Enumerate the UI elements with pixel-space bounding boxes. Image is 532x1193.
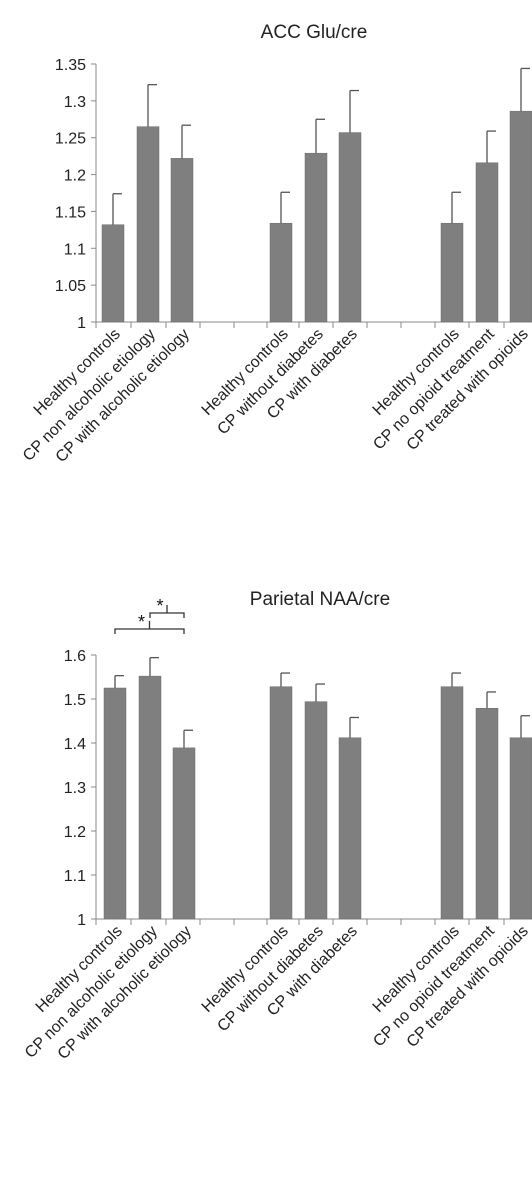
- y-tick-label: 1.3: [64, 780, 86, 797]
- bar: [475, 707, 499, 920]
- y-tick-label: 1: [77, 315, 86, 332]
- bar: [338, 737, 362, 920]
- y-tick-label: 1.1: [64, 241, 86, 258]
- y-tick-label: 1.1: [64, 868, 86, 885]
- significance-bracket: [114, 628, 185, 634]
- bar: [440, 686, 464, 920]
- y-tick-label: 1.05: [55, 278, 86, 295]
- bar: [338, 132, 362, 323]
- bar: [103, 687, 127, 920]
- bar: [304, 152, 328, 323]
- y-tick-label: 1.5: [64, 692, 86, 709]
- bar: [509, 737, 532, 920]
- y-tick-label: 1.25: [55, 131, 86, 148]
- bar: [269, 222, 293, 323]
- bar: [170, 158, 194, 323]
- significance-bracket: [149, 612, 185, 618]
- y-tick-label: 1.35: [55, 57, 86, 74]
- x-category-label: CP non alcoholic etiology: [20, 326, 159, 465]
- significance-star: *: [138, 612, 145, 632]
- y-tick-label: 1.15: [55, 204, 86, 221]
- chart-acc-glu-cre: ACC Glu/cre 11.051.11.151.21.251.31.35He…: [20, 22, 532, 466]
- bar: [475, 162, 499, 323]
- bar: [269, 686, 293, 920]
- significance-star: *: [156, 596, 163, 616]
- bar: [136, 126, 160, 323]
- y-tick-label: 1.3: [64, 94, 86, 111]
- x-category-label: CP non alcoholic etiology: [22, 923, 161, 1062]
- chart-parietal-naa-cre: Parietal NAA/cre 11.11.21.31.41.51.6Heal…: [22, 589, 532, 1063]
- y-tick-label: 1.2: [64, 168, 86, 185]
- x-category-label: CP with alcoholic etiology: [53, 326, 193, 466]
- bar: [304, 701, 328, 920]
- y-tick-label: 1: [77, 912, 86, 929]
- x-category-label: CP with alcoholic etiology: [55, 923, 195, 1063]
- y-tick-label: 1.6: [64, 648, 86, 665]
- bar: [101, 224, 125, 323]
- bar: [138, 675, 162, 920]
- chart-title: Parietal NAA/cre: [250, 589, 390, 610]
- chart-title: ACC Glu/cre: [261, 22, 368, 43]
- bar: [440, 222, 464, 323]
- y-tick-label: 1.4: [64, 736, 86, 753]
- bar: [172, 747, 196, 920]
- bar: [509, 110, 532, 323]
- y-tick-label: 1.2: [64, 824, 86, 841]
